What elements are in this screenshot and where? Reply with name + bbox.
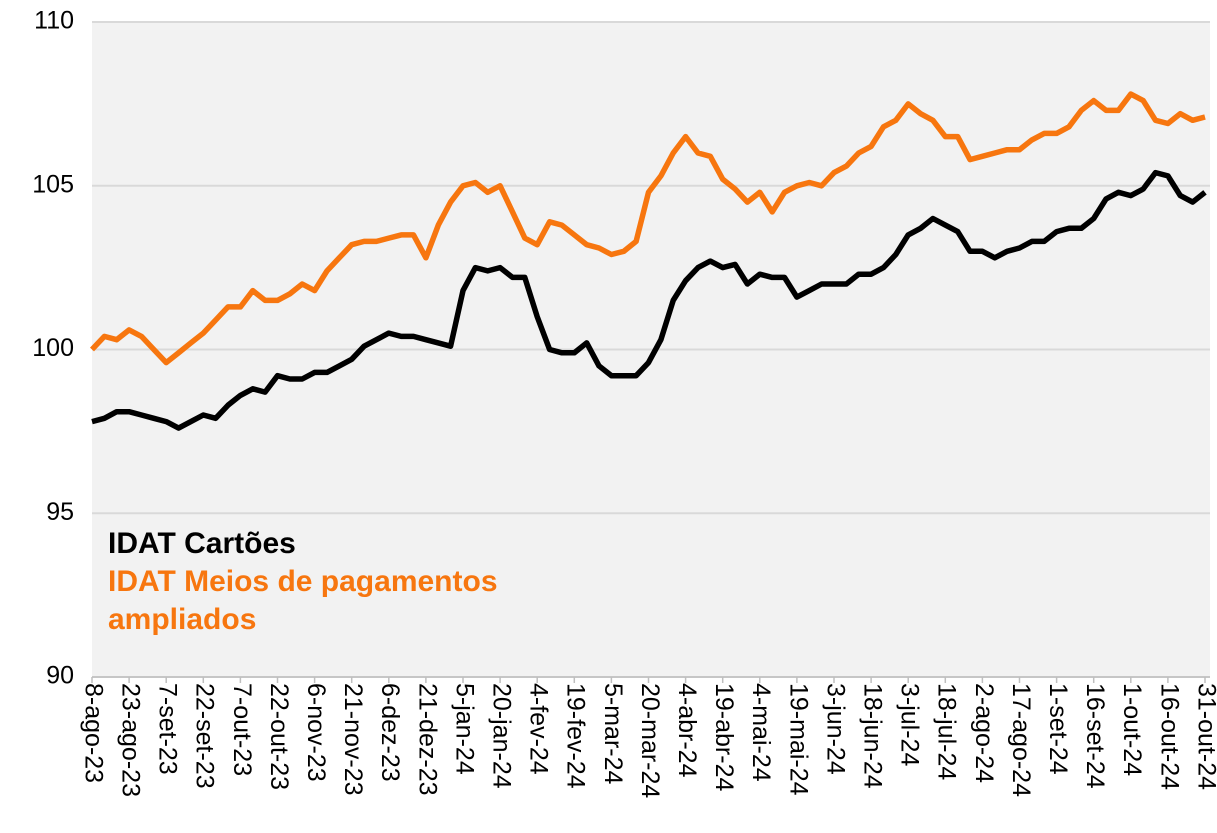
x-tick-label: 1-set-24 (1044, 683, 1072, 775)
x-tick-label: 18-jul-24 (933, 683, 961, 780)
x-tick-label: 16-set-24 (1081, 683, 1109, 789)
y-tick-label: 100 (32, 334, 74, 362)
y-tick-label: 110 (34, 7, 74, 35)
x-tick-label: 20-mar-24 (636, 683, 664, 798)
series-line (90, 91, 1206, 366)
x-tick-label: 21-dez-23 (413, 683, 441, 796)
x-tick-label: 7-out-23 (228, 683, 256, 776)
x-tick-label: 18-jun-24 (858, 683, 886, 789)
x-tick-label: 19-mai-24 (784, 683, 812, 796)
x-tick-label: 21-nov-23 (339, 683, 367, 796)
x-tick-label: 6-nov-23 (302, 683, 330, 782)
x-tick-label: 2-ago-24 (970, 683, 998, 783)
y-tick-label: 95 (46, 498, 74, 526)
x-tick-label: 22-out-23 (265, 683, 293, 790)
x-tick-label: 5-mar-24 (599, 683, 627, 785)
x-tick-label: 31-out-24 (1192, 683, 1217, 790)
x-tick-label: 22-set-23 (191, 683, 219, 789)
legend-entry: IDAT Meios de pagamentos ampliados (108, 565, 498, 636)
x-tick-label: 17-ago-24 (1007, 683, 1035, 797)
x-tick-label: 3-jun-24 (821, 683, 849, 775)
legend: IDAT Cartões IDAT Meios de pagamentos amp… (108, 525, 588, 639)
x-tick-label: 20-jan-24 (487, 683, 515, 789)
x-tick-label: 7-set-23 (154, 683, 182, 775)
x-tick-label: 5-jan-24 (450, 683, 478, 775)
legend-entry: IDAT Cartões (108, 527, 296, 560)
x-tick-label: 16-out-24 (1155, 683, 1183, 790)
x-tick-label: 4-abr-24 (673, 683, 701, 778)
y-tick-label: 90 (46, 662, 74, 690)
x-tick-label: 4-fev-24 (525, 683, 553, 775)
x-tick-label: 19-fev-24 (562, 683, 590, 789)
x-tick-label: 3-jul-24 (896, 683, 924, 766)
y-tick-label: 105 (32, 170, 74, 198)
x-tick-label: 19-abr-24 (710, 683, 738, 791)
series-line (91, 169, 1207, 431)
x-tick-label: 8-ago-23 (79, 683, 107, 783)
x-tick-label: 23-ago-23 (116, 683, 144, 797)
x-tick-label: 1-out-24 (1118, 683, 1146, 776)
x-tick-label: 4-mai-24 (747, 683, 775, 782)
x-tick-label: 6-dez-23 (376, 683, 404, 782)
